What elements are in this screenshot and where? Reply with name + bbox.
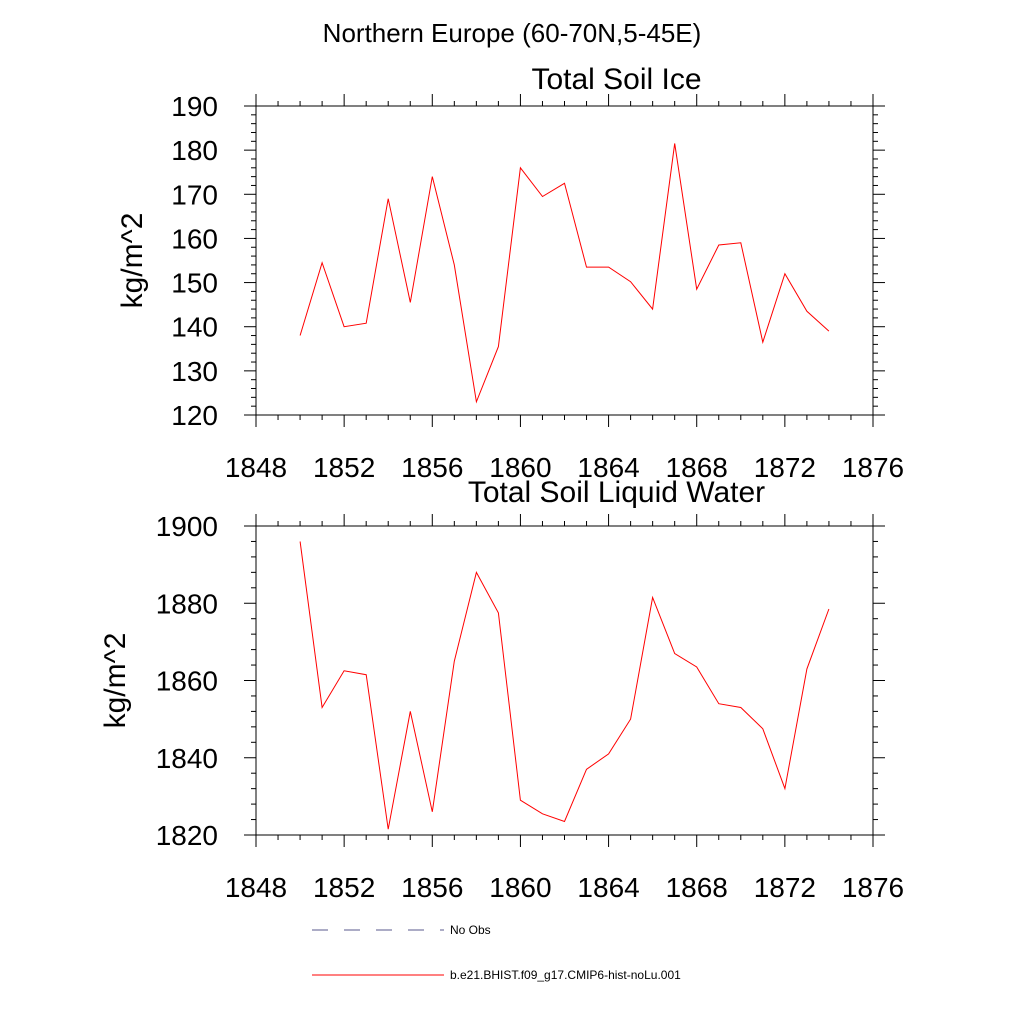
y-tick-label: 160 (171, 223, 218, 254)
chart-title: Total Soil Liquid Water (468, 476, 765, 509)
figure-suptitle: Northern Europe (60-70N,5-45E) (323, 18, 702, 48)
y-tick-label: 1820 (156, 820, 218, 851)
x-tick-label: 1872 (754, 452, 816, 483)
x-tick-label: 1856 (401, 872, 463, 903)
y-tick-label: 170 (171, 179, 218, 210)
x-tick-label: 1864 (577, 872, 639, 903)
y-tick-label: 1880 (156, 588, 218, 619)
y-tick-label: 1900 (156, 511, 218, 542)
plot-frame (255, 525, 874, 836)
panel-total-soil-ice: Total Soil Ice kg/m^2 1848 1852 1856 1860 1864… (116, 63, 904, 483)
y-axis-label: kg/m^2 (116, 213, 149, 309)
series-line (299, 143, 830, 404)
series-line (299, 541, 830, 830)
y-tick-label: 130 (171, 356, 218, 387)
x-tick-label: 1848 (225, 872, 287, 903)
y-tick-label: 180 (171, 135, 218, 166)
x-tick-label: 1876 (842, 452, 904, 483)
chart-title: Total Soil Ice (531, 63, 701, 96)
x-tick-label: 1848 (225, 452, 287, 483)
legend-label-no-obs: No Obs (450, 923, 491, 937)
y-tick-label: 120 (171, 400, 218, 431)
x-tick-label: 1864 (577, 452, 639, 483)
x-tick-label: 1860 (489, 452, 551, 483)
x-tick-label: 1872 (754, 872, 816, 903)
y-tick-label: 1840 (156, 743, 218, 774)
y-tick-label: 190 (171, 91, 218, 122)
plot-frame (255, 105, 874, 416)
panel-total-soil-liquid-water: Total Soil Liquid Water kg/m^2 1848 1852 185… (99, 476, 904, 903)
x-tick-label: 1856 (401, 452, 463, 483)
x-tick-label: 1876 (842, 872, 904, 903)
y-tick-label: 150 (171, 268, 218, 299)
x-tick-label: 1868 (666, 872, 728, 903)
legend-label-model: b.e21.BHIST.f09_g17.CMIP6-hist-noLu.001 (450, 968, 681, 982)
x-tick-label: 1852 (313, 872, 375, 903)
x-tick-label: 1868 (666, 452, 728, 483)
legend: No Obs b.e21.BHIST.f09_g17.CMIP6-hist-no… (312, 923, 681, 982)
x-tick-label: 1852 (313, 452, 375, 483)
y-axis-label: kg/m^2 (99, 633, 132, 729)
y-tick-label: 1860 (156, 666, 218, 697)
x-tick-label: 1860 (489, 872, 551, 903)
y-tick-label: 140 (171, 312, 218, 343)
